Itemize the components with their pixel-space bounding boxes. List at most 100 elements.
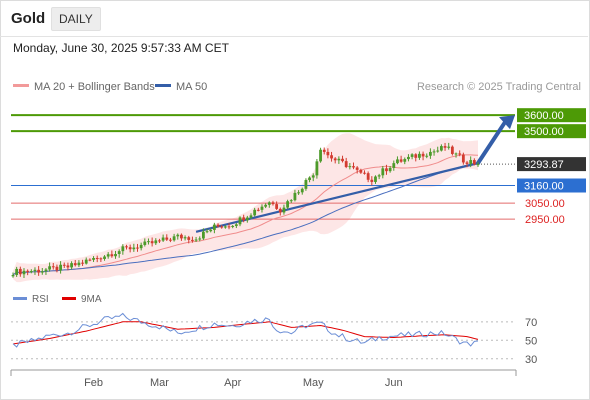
candle-body xyxy=(209,229,213,232)
candle-body xyxy=(40,271,44,273)
candle-body xyxy=(238,217,242,225)
rsi-level-label-70: 70 xyxy=(525,317,537,329)
x-tick-label-feb: Feb xyxy=(84,377,103,389)
candle-body xyxy=(161,237,165,241)
candle-body xyxy=(26,270,30,272)
candle-body xyxy=(425,155,429,157)
candle-body xyxy=(205,231,209,233)
candle-body xyxy=(29,271,33,273)
candle-body xyxy=(11,275,15,277)
copyright-label: Research © 2025 Trading Central xyxy=(417,81,581,93)
candle-body xyxy=(447,146,451,148)
candle-body xyxy=(180,234,183,239)
candle-body xyxy=(117,251,121,254)
level-label-2950.00: 2950.00 xyxy=(525,214,565,226)
candle-body xyxy=(77,262,81,266)
candle-body xyxy=(187,237,191,240)
level-badge-3600.00 xyxy=(517,108,586,123)
candle-body xyxy=(363,172,366,174)
candle-body xyxy=(315,161,319,176)
price-layer: 3600.00 3500.00 3160.00 3050.00 2950.00 3293.… xyxy=(11,108,586,283)
candle-body xyxy=(191,239,194,241)
candle-body xyxy=(476,164,480,166)
candle-body xyxy=(253,209,257,216)
instrument-title: Gold xyxy=(11,10,46,27)
candle-body xyxy=(51,266,55,268)
trend-line xyxy=(195,162,479,233)
x-axis: Feb Mar Apr May Jun xyxy=(10,369,517,389)
candle-body xyxy=(139,244,143,249)
candle-body xyxy=(92,257,95,260)
candle-body xyxy=(121,246,125,252)
candle-body xyxy=(439,146,443,151)
rsi-level-label-50: 50 xyxy=(525,335,537,347)
ma50-legend-label: MA 50 xyxy=(176,81,207,93)
candle-body xyxy=(297,192,300,194)
candle-body xyxy=(355,167,359,170)
candle-body xyxy=(458,153,462,155)
candle-body xyxy=(227,226,231,228)
rsi-ma-legend-label: 9MA xyxy=(81,294,102,305)
candle-body xyxy=(370,179,374,182)
candle-body xyxy=(450,146,454,154)
current-price-badge xyxy=(517,157,586,172)
candle-body xyxy=(198,238,202,240)
candle-body xyxy=(300,188,304,193)
candle-body xyxy=(403,159,407,162)
candle-body xyxy=(465,162,469,164)
candle-body xyxy=(183,237,187,239)
candle-body xyxy=(73,263,77,266)
candle-body xyxy=(55,266,59,271)
candle-body xyxy=(169,239,172,241)
candle-body xyxy=(150,241,154,244)
candle-body xyxy=(22,270,26,275)
candle-body xyxy=(267,202,271,205)
candle-body xyxy=(81,262,84,264)
rsi-legend-swatch xyxy=(13,297,27,300)
candle-body xyxy=(201,231,205,239)
candle-body xyxy=(319,149,322,162)
candle-body xyxy=(154,240,158,244)
candle-body xyxy=(461,154,465,163)
candle-body xyxy=(70,263,73,268)
candle-body xyxy=(388,167,392,172)
candle-body xyxy=(132,247,136,250)
candle-body xyxy=(311,175,315,178)
candle-body xyxy=(44,269,48,272)
candle-body xyxy=(99,258,103,260)
candle-body xyxy=(212,224,216,230)
ma20-legend-swatch xyxy=(13,84,29,87)
candle-body xyxy=(436,150,440,152)
candle-body xyxy=(348,166,352,168)
candle-body xyxy=(421,153,425,157)
candle-body xyxy=(264,204,268,207)
candle-body xyxy=(143,241,147,245)
ma50-line xyxy=(12,162,479,276)
candle-body xyxy=(278,208,282,213)
candle-body xyxy=(110,254,114,257)
candle-body xyxy=(385,168,388,172)
candle-body xyxy=(454,153,458,155)
candle-body xyxy=(443,146,447,148)
candle-body xyxy=(293,192,297,201)
timeframe-tab-daily[interactable]: DAILY xyxy=(51,7,101,31)
chart-datetime: Monday, June 30, 2025 9:57:33 AM CET xyxy=(13,41,229,55)
level-label-3050.00: 3050.00 xyxy=(525,198,565,210)
candle-body xyxy=(165,237,169,240)
candle-body xyxy=(114,253,117,257)
current-price-label: 3293.87 xyxy=(524,159,564,171)
candle-body xyxy=(95,257,99,259)
target-arrowhead xyxy=(499,115,515,130)
candle-body xyxy=(128,247,132,250)
candle-body xyxy=(66,265,70,268)
ma50-legend-swatch xyxy=(155,84,171,87)
candle-body xyxy=(125,246,128,248)
candle-body xyxy=(242,217,246,221)
candle-body xyxy=(158,240,161,242)
candle-body xyxy=(231,225,235,227)
candle-body xyxy=(432,151,436,153)
candle-body xyxy=(399,159,403,162)
candle-body xyxy=(469,160,473,164)
rsi-layer: 70 50 30 xyxy=(11,312,537,366)
level-label-3160.00: 3160.00 xyxy=(524,181,564,193)
